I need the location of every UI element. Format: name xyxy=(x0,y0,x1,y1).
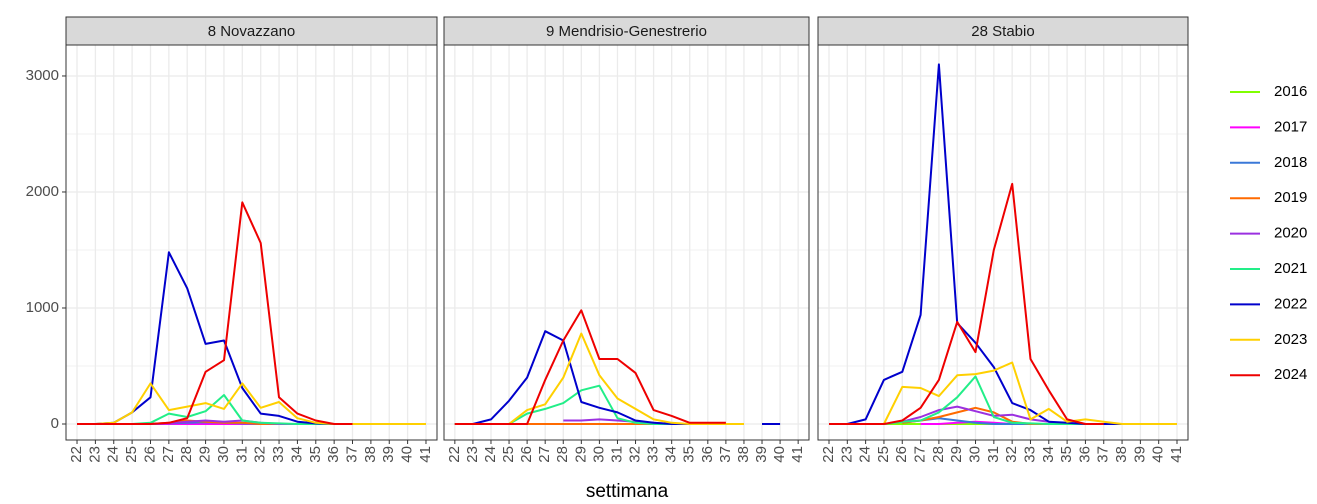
panel-title: 28 Stabio xyxy=(971,23,1034,40)
x-tick-label: 37 xyxy=(717,446,734,463)
x-tick-label: 35 xyxy=(1058,446,1075,463)
series-line xyxy=(829,182,1104,425)
x-tick-label: 37 xyxy=(343,446,360,463)
series-line xyxy=(77,382,426,425)
x-tick-label: 25 xyxy=(123,446,140,463)
x-tick-label: 39 xyxy=(380,446,397,463)
x-tick-label: 28 xyxy=(554,446,571,463)
y-tick-label: 1000 xyxy=(26,299,59,316)
x-tick-label: 33 xyxy=(270,446,287,463)
x-tick-label: 39 xyxy=(753,446,770,463)
x-tick-label: 41 xyxy=(789,446,806,463)
legend-label: 2020 xyxy=(1274,225,1307,242)
x-tick-label: 23 xyxy=(838,446,855,463)
x-tick-label: 33 xyxy=(645,446,662,463)
series-line xyxy=(454,309,726,425)
x-tick-label: 26 xyxy=(893,446,910,463)
x-tick-label: 38 xyxy=(735,446,752,463)
panel-border xyxy=(817,44,1189,441)
x-tick-label: 23 xyxy=(464,446,481,463)
x-tick-label: 30 xyxy=(590,446,607,463)
panel-title: 8 Novazzano xyxy=(208,23,296,40)
x-tick-label: 36 xyxy=(1076,446,1093,463)
x-tick-label: 28 xyxy=(178,446,195,463)
x-tick-label: 22 xyxy=(68,446,85,463)
series-line xyxy=(829,361,1177,425)
x-tick-label: 36 xyxy=(325,446,342,463)
y-tick-label: 0 xyxy=(51,415,59,432)
panel-border xyxy=(443,44,810,441)
x-tick-label: 32 xyxy=(252,446,269,463)
x-tick-label: 34 xyxy=(663,446,680,463)
x-tick-label: 40 xyxy=(399,446,416,463)
x-tick-label: 32 xyxy=(627,446,644,463)
x-tick-label: 39 xyxy=(1131,446,1148,463)
y-tick-label: 2000 xyxy=(26,183,59,200)
x-tick-label: 31 xyxy=(233,446,250,463)
x-tick-label: 29 xyxy=(948,446,965,463)
x-tick-label: 22 xyxy=(820,446,837,463)
x-tick-label: 31 xyxy=(608,446,625,463)
x-tick-label: 29 xyxy=(572,446,589,463)
legend-label: 2019 xyxy=(1274,189,1307,206)
x-tick-label: 41 xyxy=(417,446,434,463)
x-tick-label: 35 xyxy=(681,446,698,463)
panel-title: 9 Mendrisio-Genestrerio xyxy=(546,23,707,40)
x-tick-label: 27 xyxy=(912,446,929,463)
x-tick-label: 38 xyxy=(1113,446,1130,463)
x-tick-label: 22 xyxy=(446,446,463,463)
x-tick-label: 24 xyxy=(857,446,874,463)
x-tick-label: 26 xyxy=(518,446,535,463)
legend-label: 2023 xyxy=(1274,331,1307,348)
y-tick-label: 3000 xyxy=(26,67,59,84)
strip xyxy=(443,16,810,46)
panel-border xyxy=(65,44,438,441)
series-line xyxy=(77,201,353,425)
x-tick-label: 25 xyxy=(875,446,892,463)
panel-bg xyxy=(66,45,437,440)
x-tick-label: 35 xyxy=(307,446,324,463)
x-tick-label: 24 xyxy=(482,446,499,463)
series-line xyxy=(454,330,781,425)
legend-label: 2021 xyxy=(1274,260,1307,277)
panel-bg xyxy=(444,45,809,440)
x-tick-label: 28 xyxy=(930,446,947,463)
x-tick-label: 30 xyxy=(966,446,983,463)
x-tick-label: 40 xyxy=(771,446,788,463)
legend-label: 2016 xyxy=(1274,83,1307,100)
legend-label: 2017 xyxy=(1274,118,1307,135)
x-tick-label: 30 xyxy=(215,446,232,463)
x-tick-label: 36 xyxy=(699,446,716,463)
x-tick-label: 31 xyxy=(985,446,1002,463)
x-tick-label: 38 xyxy=(362,446,379,463)
x-tick-label: 41 xyxy=(1168,446,1185,463)
x-tick-label: 40 xyxy=(1150,446,1167,463)
strip xyxy=(65,16,438,46)
x-tick-label: 34 xyxy=(288,446,305,463)
x-tick-label: 34 xyxy=(1040,446,1057,463)
x-tick-label: 24 xyxy=(105,446,122,463)
panel-bg xyxy=(818,45,1188,440)
x-tick-label: 33 xyxy=(1021,446,1038,463)
legend-label: 2022 xyxy=(1274,295,1307,312)
x-tick-label: 26 xyxy=(141,446,158,463)
x-tick-label: 27 xyxy=(160,446,177,463)
legend-label: 2024 xyxy=(1274,366,1307,383)
x-tick-label: 25 xyxy=(500,446,517,463)
x-tick-label: 37 xyxy=(1095,446,1112,463)
x-tick-label: 23 xyxy=(86,446,103,463)
legend-label: 2018 xyxy=(1274,154,1307,171)
x-axis-label: settimana xyxy=(586,481,669,502)
x-tick-label: 32 xyxy=(1003,446,1020,463)
x-tick-label: 29 xyxy=(197,446,214,463)
x-tick-label: 27 xyxy=(536,446,553,463)
